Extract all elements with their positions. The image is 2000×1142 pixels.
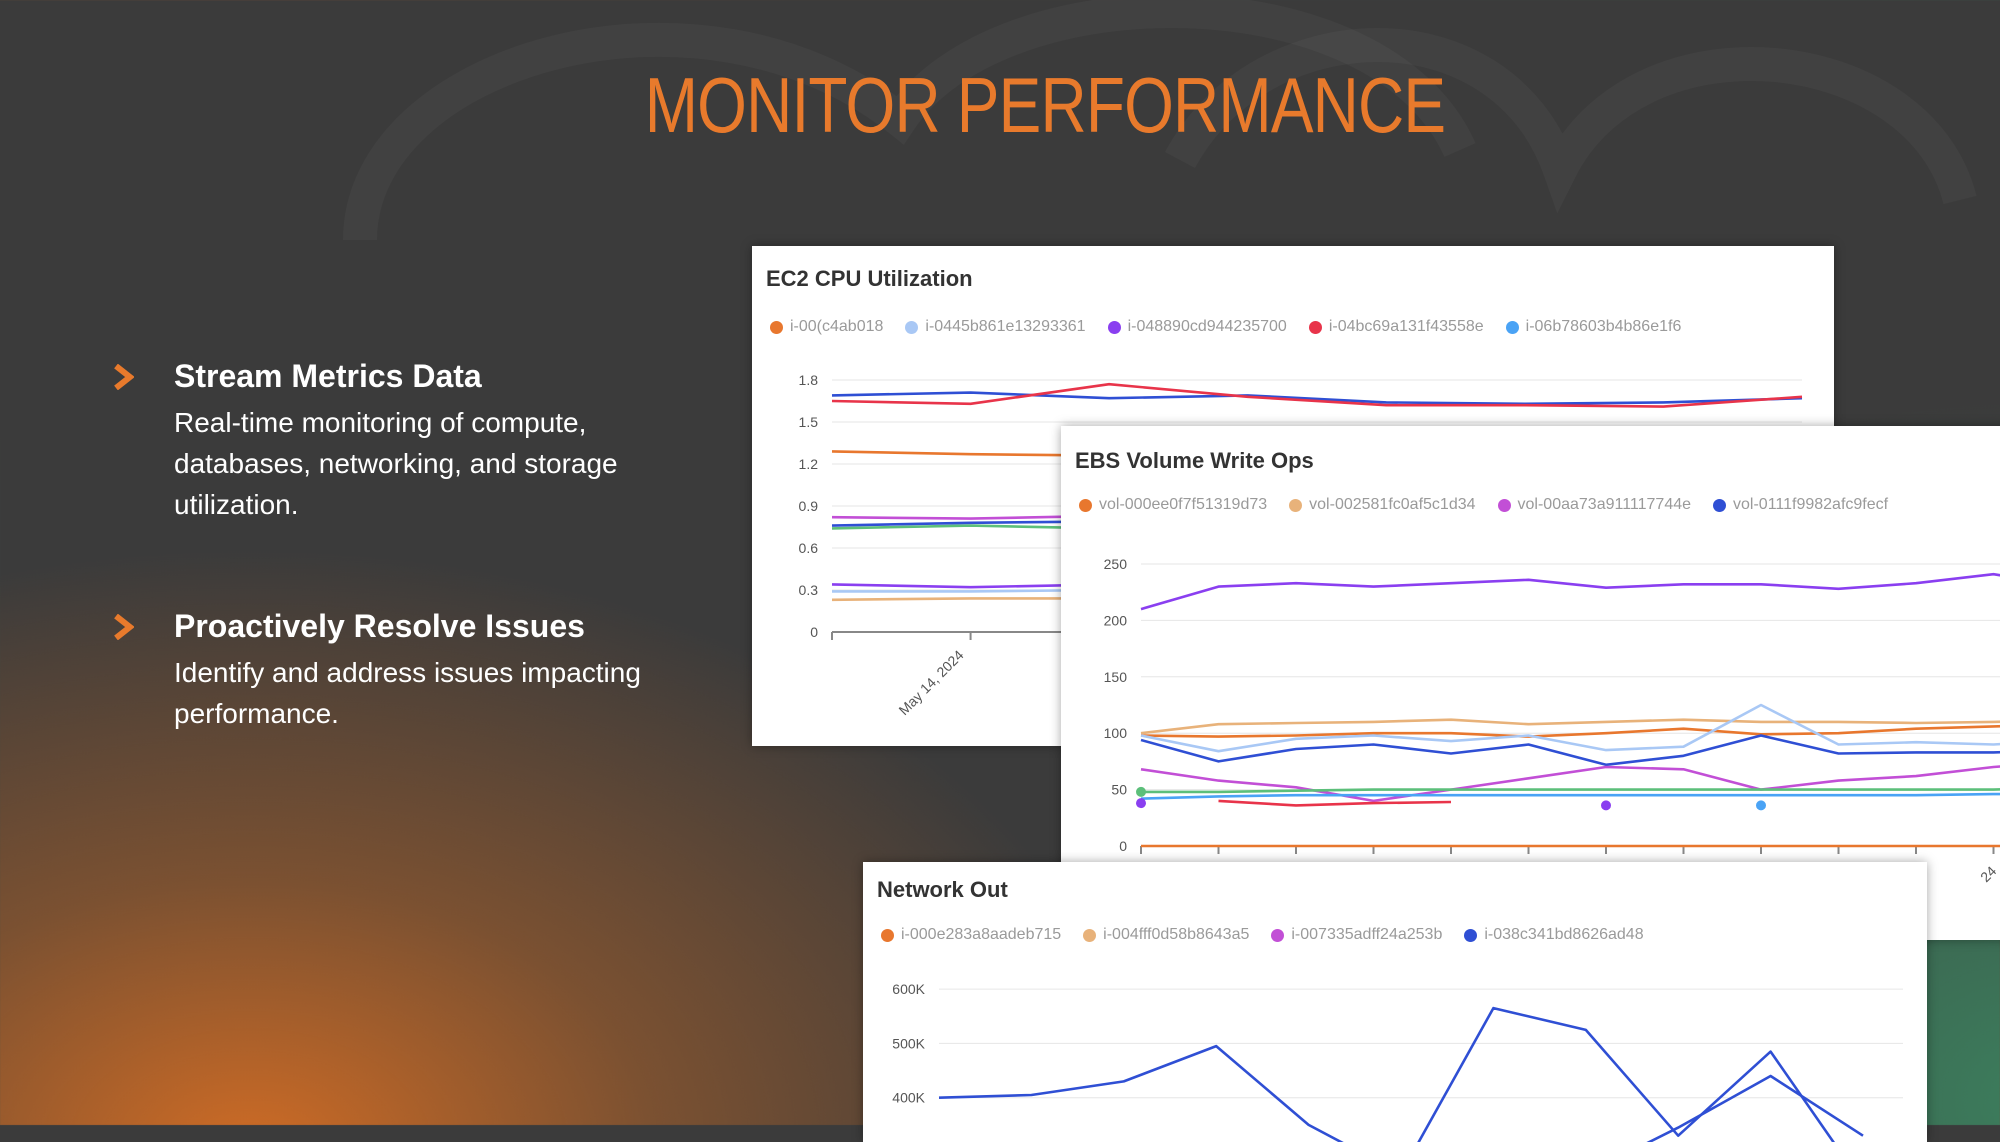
legend-label: i-004fff0d58b8643a5 (1103, 926, 1250, 943)
legend-item[interactable]: i-048890cd944235700 (1107, 318, 1287, 336)
network-out-plot: 400K 500K 600K (892, 981, 1903, 1142)
bullet-heading: Proactively Resolve Issues (174, 608, 585, 644)
ebs-write-ops-chart-panel: EBS Volume Write Ops vol-000ee0f7f51319d… (1061, 426, 2000, 940)
series-line (831, 382, 1803, 408)
chart-legend: i-00(c4ab018 i-0445b861e13293361 i-048890c… (770, 318, 1681, 336)
y-tick-label: 1.8 (799, 372, 819, 388)
series-line (1140, 734, 2000, 767)
chevron-right-icon (114, 614, 134, 640)
series-line (1218, 799, 1452, 807)
series-line (1140, 572, 2000, 611)
y-tick-label: 250 (1104, 556, 1128, 572)
slide-title: MONITOR PERFORMANCE (644, 61, 1446, 149)
legend-item[interactable]: vol-00aa73a911117744e (1497, 496, 1692, 514)
legend-label: i-00(c4ab018 (790, 318, 884, 335)
y-tick-label: 500K (892, 1035, 925, 1051)
legend-label: vol-000ee0f7f51319d73 (1099, 496, 1268, 513)
legend-label: vol-002581fc0af5c1d34 (1309, 496, 1476, 513)
legend-swatch (1271, 928, 1285, 942)
chart-title: EC2 CPU Utilization (766, 266, 973, 291)
series-line (1646, 1074, 1864, 1142)
y-tick-label: 600K (892, 981, 925, 997)
ebs-write-ops-plot: 05010015020025024May 19, 20 (1104, 556, 2000, 885)
legend-swatch (1083, 928, 1097, 942)
data-point (1136, 786, 1146, 797)
y-tick-label: 100 (1104, 725, 1128, 741)
legend-label: i-04bc69a131f43558e (1328, 318, 1484, 335)
legend-swatch (1464, 928, 1478, 942)
legend-item[interactable]: vol-0111f9982afc9fecf (1713, 496, 1888, 514)
legend-item[interactable]: i-0445b861e13293361 (905, 318, 1086, 336)
y-tick-label: 400K (892, 1090, 925, 1106)
y-tick-label: 1.2 (799, 456, 819, 472)
series-line (831, 391, 1803, 406)
y-tick-label: 0.3 (799, 582, 819, 598)
chart-legend: vol-000ee0f7f51319d73 vol-002581fc0af5c1d… (1079, 496, 1888, 514)
legend-item[interactable]: i-004fff0d58b8643a5 (1083, 926, 1249, 944)
legend-item[interactable]: vol-002581fc0af5c1d34 (1289, 496, 1476, 514)
legend-label: i-048890cd944235700 (1127, 318, 1287, 335)
legend-item[interactable]: i-00(c4ab018 (770, 318, 883, 336)
legend-swatch (1505, 320, 1519, 334)
bullet-text: Real-time monitoring of compute, databas… (174, 407, 618, 520)
series-line (1140, 718, 2000, 735)
legend-swatch (1497, 498, 1511, 512)
data-point (1756, 800, 1766, 811)
legend-label: i-038c341bd8626ad48 (1484, 926, 1644, 943)
bullet-text: Identify and address issues impacting pe… (174, 657, 641, 729)
legend-swatch (905, 320, 919, 334)
legend-swatch (1308, 320, 1322, 334)
legend-swatch (1713, 498, 1727, 512)
legend-swatch (1289, 498, 1303, 512)
y-tick-label: 1.5 (799, 414, 819, 430)
series-line (938, 1006, 1835, 1142)
chevron-right-icon (114, 364, 134, 390)
legend-item[interactable]: i-06b78603b4b86e1f6 (1505, 318, 1682, 336)
x-tick-label: May 14, 2024 (895, 647, 966, 718)
axis-group: 400K 500K 600K (892, 981, 1903, 1106)
y-tick-label: 0 (1119, 838, 1127, 854)
legend-item[interactable]: i-000e283a8aadeb715 (881, 926, 1061, 944)
y-tick-label: 0.6 (799, 540, 819, 556)
series-line (1141, 788, 2000, 794)
legend-label: i-000e283a8aadeb715 (901, 926, 1062, 943)
series-line (1140, 724, 2000, 738)
legend-item[interactable]: i-007335adff24a253b (1271, 926, 1442, 944)
legend-item[interactable]: i-04bc69a131f43558e (1308, 318, 1484, 336)
legend-label: vol-0111f9982afc9fecf (1733, 496, 1889, 513)
legend-label: vol-00aa73a911117744e (1517, 496, 1692, 513)
chart-title: EBS Volume Write Ops (1075, 448, 1314, 473)
legend-label: i-0445b861e13293361 (925, 318, 1086, 335)
chart-title: Network Out (877, 877, 1008, 902)
chart-legend: i-000e283a8aadeb715 i-004fff0d58b8643a5 i-… (881, 926, 1644, 944)
legend-swatch (1079, 498, 1092, 512)
network-out-chart-panel: Network Out i-000e283a8aadeb715 i-004fff0… (863, 862, 1927, 1142)
bullet-heading: Stream Metrics Data (174, 358, 482, 394)
series-line (1140, 703, 2000, 753)
legend-swatch (770, 320, 783, 334)
legend-item[interactable]: i-038c341bd8626ad48 (1464, 926, 1644, 944)
y-tick-label: 0 (810, 624, 818, 640)
legend-label: i-007335adff24a253b (1291, 926, 1443, 943)
data-point (1136, 798, 1146, 809)
y-tick-label: 200 (1104, 612, 1128, 628)
legend-item[interactable]: vol-000ee0f7f51319d73 (1079, 496, 1267, 514)
data-point (1601, 800, 1611, 811)
y-tick-label: 50 (1111, 782, 1127, 798)
y-tick-label: 150 (1104, 669, 1128, 685)
series-line (1140, 765, 2000, 803)
series-line (1140, 792, 2000, 800)
legend-label: i-06b78603b4b86e1f6 (1525, 318, 1682, 335)
x-tick-label: 24 (1977, 863, 1999, 885)
y-tick-label: 0.9 (799, 498, 819, 514)
legend-swatch (881, 928, 894, 942)
legend-swatch (1107, 320, 1121, 334)
